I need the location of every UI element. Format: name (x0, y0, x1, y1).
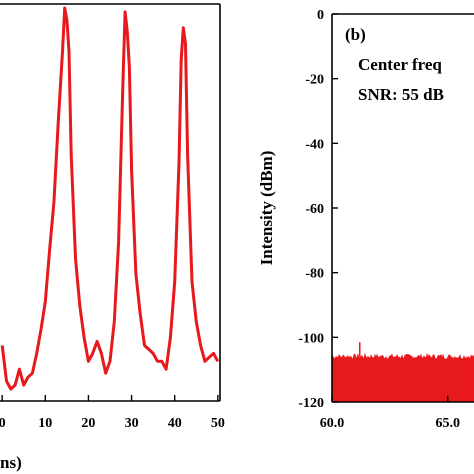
panel-a-time-trace: 0 10 20 30 40 50 ns) (0, 3, 225, 472)
panel-a-x-tick-label: 40 (168, 416, 182, 431)
panel-a-plot-area (0, 3, 221, 402)
panel-a-x-axis: 0 10 20 30 40 50 (0, 395, 225, 431)
panel-b-x-axis: 60.0 65.0 (320, 396, 460, 431)
panel-a-x-axis-title: ns) (0, 453, 22, 472)
panel-a-x-tick-label: 20 (81, 416, 95, 431)
panel-b-y-tick-label: -100 (298, 331, 324, 346)
panel-b-x-tick-label: 65.0 (435, 416, 460, 431)
panel-b-spectrum: 0 -20 -40 -60 -80 -100 -120 60.0 65.0 Intensity… (257, 8, 474, 431)
panel-b-y-tick-label: -60 (305, 202, 324, 217)
panel-a-series-line (0, 6, 220, 391)
panel-b-noise-floor (331, 352, 474, 403)
panel-a-x-tick-label: 30 (125, 416, 139, 431)
panel-b-x-tick-label: 60.0 (320, 416, 345, 431)
panel-b-label: (b) (345, 25, 366, 44)
panel-b-y-tick-label: -40 (305, 137, 324, 152)
panel-b-y-axis: 0 -20 -40 -60 -80 -100 -120 (298, 8, 338, 411)
panel-b-y-tick-label: -80 (305, 267, 324, 282)
panel-a-x-tick-label: 50 (211, 416, 225, 431)
panel-a-x-tick-label: 0 (0, 416, 6, 431)
panel-a-x-tick-label: 10 (38, 416, 52, 431)
panel-b-annotation-center-freq: Center freq (358, 55, 442, 74)
panel-b-y-tick-label: 0 (317, 8, 324, 23)
panel-b-y-tick-label: -20 (305, 73, 324, 88)
panel-b-annotation-snr: SNR: 55 dB (358, 85, 444, 104)
panel-b-y-tick-label: -120 (298, 396, 324, 411)
panel-b-y-axis-title: Intensity (dBm) (257, 151, 276, 266)
